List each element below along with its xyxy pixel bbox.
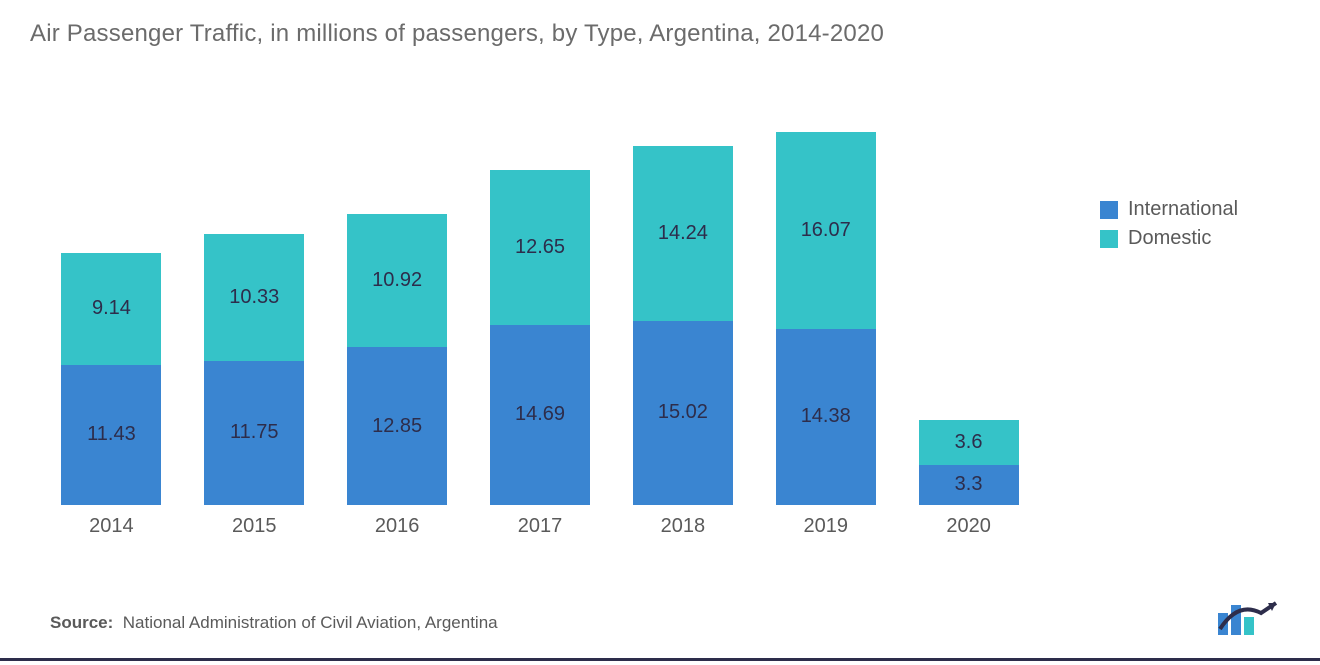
stacked-bar: 12.8510.92 [347,214,447,505]
x-tick-label: 2020 [897,515,1040,538]
source-line: Source: National Administration of Civil… [50,613,498,633]
bar-column: 14.6912.65 [469,98,612,505]
chart-page: Air Passenger Traffic, in millions of pa… [0,0,1320,665]
bottom-rule [0,658,1320,661]
bar-column: 14.3816.07 [754,98,897,505]
bar-segment-domestic: 9.14 [61,253,161,365]
x-tick-label: 2014 [40,515,183,538]
bar-segment-international: 15.02 [633,321,733,505]
bar-segment-domestic: 16.07 [776,132,876,329]
source-body: National Administration of Civil Aviatio… [123,613,498,632]
x-axis: 2014201520162017201820192020 [30,505,1050,538]
legend-label: Domestic [1128,227,1211,250]
stacked-bar: 3.33.6 [919,420,1019,505]
bar-segment-international: 14.38 [776,329,876,505]
bar-column: 15.0214.24 [611,98,754,505]
x-tick-label: 2018 [611,515,754,538]
bar-segment-domestic: 14.24 [633,146,733,321]
legend-item: International [1100,198,1290,221]
chart-figure: 11.439.1411.7510.3312.8510.9214.6912.651… [30,58,1290,538]
bar-segment-domestic: 10.33 [204,234,304,361]
stacked-bar: 11.7510.33 [204,234,304,505]
x-tick-label: 2019 [754,515,897,538]
bar-segment-international: 11.75 [204,361,304,505]
legend-label: International [1128,198,1238,221]
bar-column: 11.7510.33 [183,98,326,505]
stacked-bar: 11.439.14 [61,253,161,505]
bar-column: 11.439.14 [40,98,183,505]
bar-segment-domestic: 12.65 [490,170,590,325]
bar-segment-international: 12.85 [347,347,447,505]
source-label: Source: [50,613,113,632]
x-tick-label: 2016 [326,515,469,538]
bar-segment-domestic: 3.6 [919,420,1019,464]
bars-area: 11.439.1411.7510.3312.8510.9214.6912.651… [30,98,1050,505]
bar-segment-domestic: 10.92 [347,214,447,348]
legend: International Domestic [1050,98,1290,538]
legend-swatch [1100,230,1118,248]
bar-column: 3.33.6 [897,98,1040,505]
legend-swatch [1100,201,1118,219]
bar-column: 12.8510.92 [326,98,469,505]
x-tick-label: 2017 [469,515,612,538]
bar-segment-international: 3.3 [919,465,1019,505]
brand-logo [1216,599,1280,637]
stacked-bar: 14.3816.07 [776,132,876,505]
plot-area: 11.439.1411.7510.3312.8510.9214.6912.651… [30,98,1050,538]
bar-segment-international: 11.43 [61,365,161,505]
x-tick-label: 2015 [183,515,326,538]
legend-item: Domestic [1100,227,1290,250]
bar-segment-international: 14.69 [490,325,590,505]
stacked-bar: 15.0214.24 [633,146,733,505]
chart-title: Air Passenger Traffic, in millions of pa… [30,20,1290,48]
stacked-bar: 14.6912.65 [490,170,590,505]
logo-bar-3 [1244,617,1254,635]
